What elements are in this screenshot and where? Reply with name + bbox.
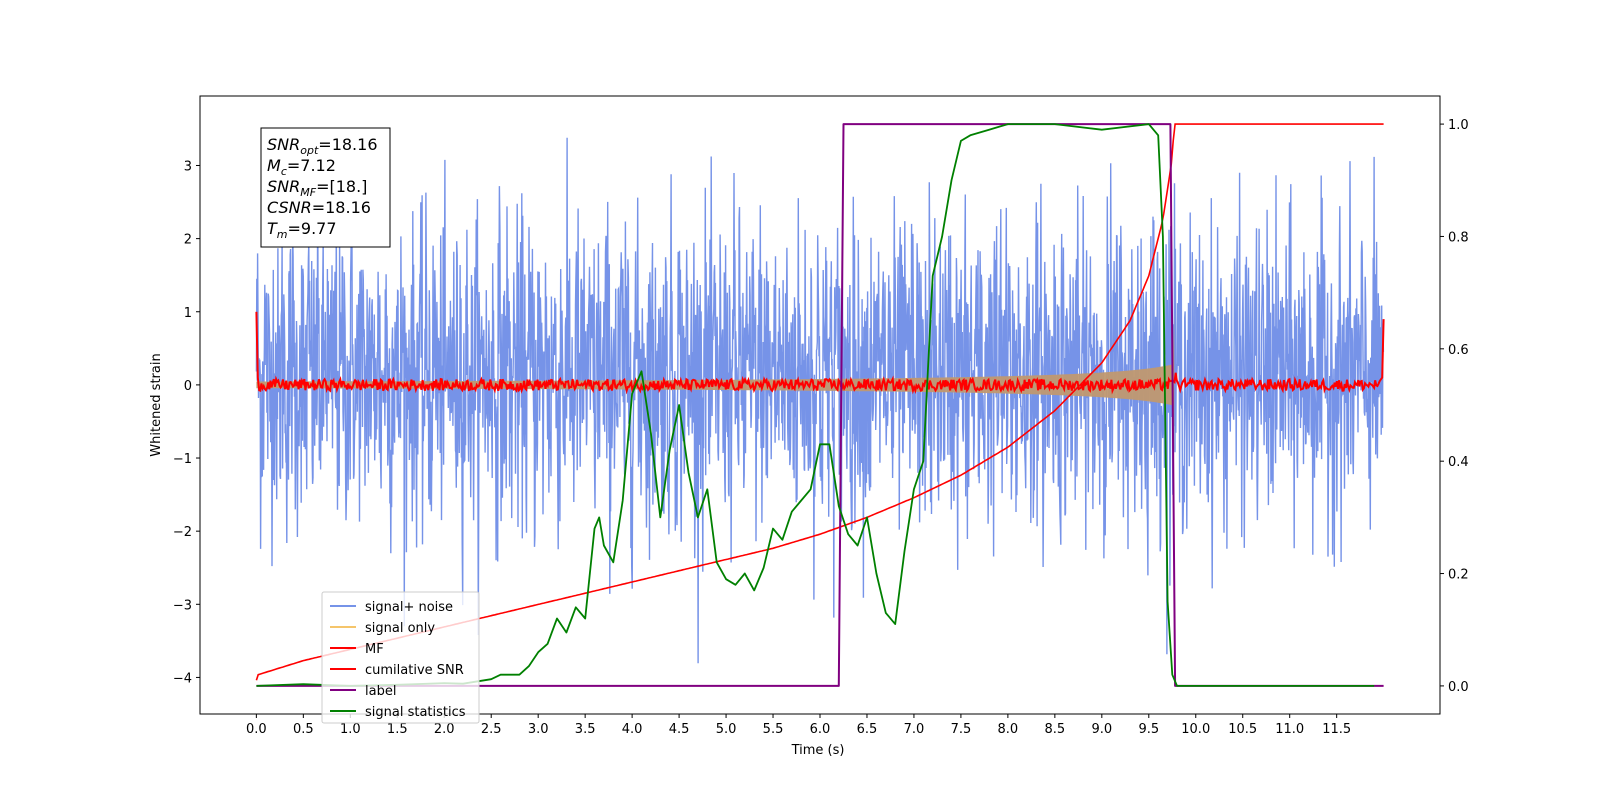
x-tick-label: 2.0 — [434, 722, 455, 737]
x-tick-label: 8.0 — [998, 722, 1019, 737]
x-tick-label: 1.0 — [340, 722, 361, 737]
axes: −4 −3 −2 −1 0 1 2 3 0.0 0.2 0.4 0.6 0.8 1.0 0.0 0.5 1.0 1… — [173, 118, 1469, 737]
x-tick-label: 0.5 — [293, 722, 314, 737]
y-axis-label: Whitened strain — [149, 353, 164, 456]
annotation-line: CSNR=18.16 — [267, 198, 371, 217]
x-tick-label: 1.5 — [387, 722, 408, 737]
legend-label: MF — [365, 642, 384, 657]
x-tick-label: 10.0 — [1181, 722, 1210, 737]
x-tick-label: 9.0 — [1091, 722, 1112, 737]
annotation-line: SNRopt=18.16 — [267, 135, 378, 157]
x-tick-label: 0.0 — [246, 722, 267, 737]
x-tick-label: 2.5 — [481, 722, 502, 737]
x-axis-label: Time (s) — [791, 743, 845, 758]
series-mf — [255, 311, 1385, 395]
x-tick-label: 11.0 — [1275, 722, 1304, 737]
x-tick-label: 9.5 — [1138, 722, 1159, 737]
x-tick-label: 3.5 — [575, 722, 596, 737]
x-tick-label: 10.5 — [1228, 722, 1257, 737]
x-tick-label: 5.5 — [763, 722, 784, 737]
y-tick-label: 2 — [184, 233, 192, 248]
y2-tick-label: 0.8 — [1448, 230, 1469, 245]
snr-annotation-box: SNRopt=18.16Mc=7.12SNRMF=[18.]CSNR=18.16… — [260, 127, 391, 248]
y-tick-label: −1 — [173, 452, 192, 467]
series-signal-statistics — [256, 123, 1375, 687]
x-tick-label: 5.0 — [716, 722, 737, 737]
legend-label: signal only — [365, 621, 435, 636]
x-tick-label: 11.5 — [1322, 722, 1351, 737]
y2-tick-label: 0.0 — [1448, 680, 1469, 695]
legend-frame — [321, 591, 480, 724]
legend: signal+ noise signal only MF cumilative SNR… — [321, 591, 480, 724]
y-tick-label: 0 — [184, 379, 192, 394]
annotation-line: Tm=9.77 — [267, 219, 337, 241]
y-tick-label: −3 — [173, 598, 192, 613]
series-signal-noise — [255, 137, 1385, 664]
legend-label: signal+ noise — [365, 600, 453, 615]
y2-tick-label: 0.4 — [1448, 455, 1469, 470]
x-tick-label: 3.0 — [528, 722, 549, 737]
x-tick-label: 4.5 — [669, 722, 690, 737]
x-tick-label: 7.5 — [951, 722, 972, 737]
x-tick-label: 4.0 — [622, 722, 643, 737]
y-tick-label: 1 — [184, 306, 192, 321]
x-tick-label: 6.0 — [810, 722, 831, 737]
annotation-line: SNRMF=[18.] — [267, 177, 367, 199]
y-tick-label: −4 — [173, 671, 192, 686]
x-tick-label: 6.5 — [857, 722, 878, 737]
x-tick-label: 7.0 — [904, 722, 925, 737]
y2-tick-label: 0.2 — [1448, 568, 1469, 583]
y2-tick-label: 1.0 — [1448, 118, 1469, 133]
legend-label: cumilative SNR — [365, 663, 464, 678]
y2-tick-label: 0.6 — [1448, 343, 1469, 358]
legend-label: label — [365, 684, 396, 699]
y-tick-label: 3 — [184, 159, 192, 174]
annotation-frame — [260, 127, 391, 248]
legend-label: signal statistics — [365, 705, 466, 720]
y-tick-label: −2 — [173, 525, 192, 540]
annotation-line: Mc=7.12 — [267, 156, 336, 178]
x-tick-label: 8.5 — [1045, 722, 1066, 737]
